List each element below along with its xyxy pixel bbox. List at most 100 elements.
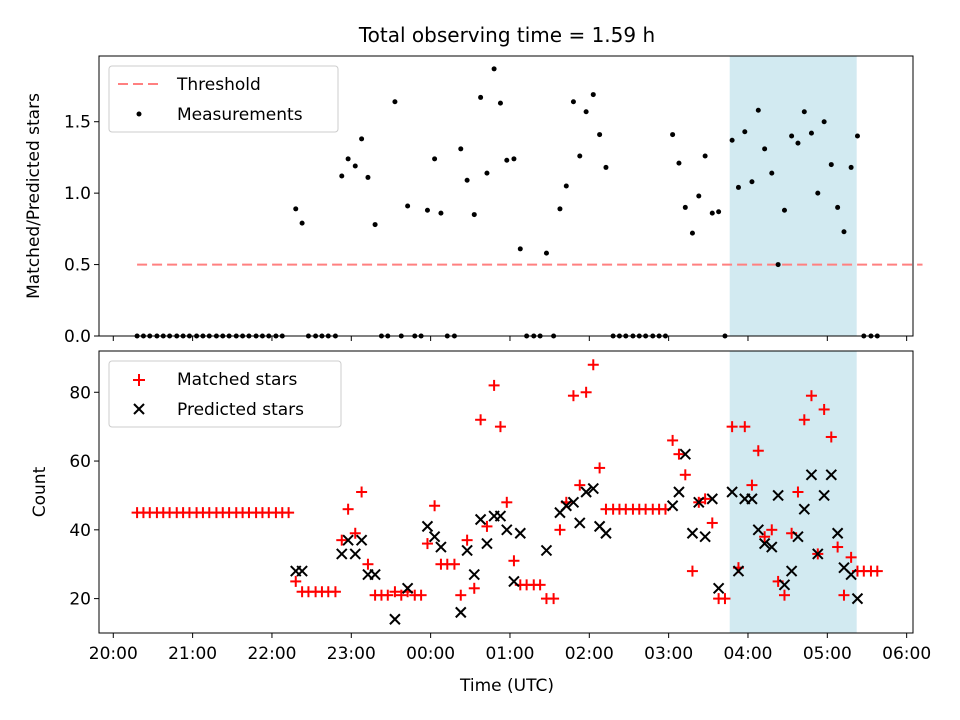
measurement-point <box>511 156 517 162</box>
measurement-point <box>517 246 523 252</box>
matched-star-point <box>448 558 460 570</box>
measurement-point <box>755 107 761 113</box>
bottom-legend-box <box>108 360 342 428</box>
measurement-point <box>821 119 827 125</box>
y-tick-label: 0.5 <box>64 256 91 276</box>
measurement-point <box>372 222 378 228</box>
measurement-point <box>299 220 305 226</box>
top-legend: Threshold Measurements <box>108 65 339 133</box>
predicted-star-point <box>752 524 764 536</box>
matched-star-point <box>283 507 295 519</box>
x-tick-label: 20:00 <box>89 644 138 664</box>
top-y-ticks: 0.0 0.5 1.0 1.5 <box>64 113 99 347</box>
predicted-star-point <box>580 486 592 498</box>
matched-star-point <box>667 434 679 446</box>
matched-star-point <box>759 531 771 543</box>
measurement-point <box>543 250 549 256</box>
matched-star-point <box>349 527 361 539</box>
matched-star-point <box>752 445 764 457</box>
predicted-star-point <box>481 537 493 550</box>
x-tick-label: 01:00 <box>485 644 534 664</box>
top-legend-box <box>108 65 339 133</box>
bottom-panel: 20 40 60 80 20:00 21:00 22:00 23:00 00:00 01:00 0… <box>30 350 931 696</box>
matched-star-point <box>792 486 804 498</box>
predicted-star-point <box>428 531 441 543</box>
predicted-star-point <box>494 510 507 522</box>
measurement-point <box>815 190 821 196</box>
matched-star-point <box>329 586 341 598</box>
predicted-star-point <box>706 493 718 505</box>
predicted-star-point <box>574 517 586 529</box>
measurement-point <box>696 193 702 199</box>
matched-star-point <box>871 565 883 577</box>
matched-star-point <box>580 386 592 398</box>
y-tick-label: 1.0 <box>64 184 91 204</box>
matched-star-point <box>356 486 368 498</box>
measurement-point <box>484 170 490 176</box>
predicted-star-point <box>845 568 857 581</box>
y-tick-label: 20 <box>69 590 91 610</box>
matched-star-point <box>778 589 790 601</box>
measurement-point <box>497 100 503 106</box>
measurement-point <box>769 170 775 176</box>
predicted-star-point <box>600 527 612 539</box>
measurement-point <box>735 184 741 190</box>
matched-star-point <box>475 414 487 426</box>
legend-matched-swatch <box>133 374 145 386</box>
x-tick-label: 04:00 <box>723 644 772 664</box>
predicted-star-point <box>514 527 526 539</box>
predicted-star-point <box>508 575 520 588</box>
measurement-point <box>570 99 576 105</box>
matched-star-point <box>838 589 850 601</box>
measurement-point <box>835 204 841 210</box>
measurement-point <box>854 133 860 139</box>
measurement-point <box>464 177 470 183</box>
matched-star-point <box>719 593 731 605</box>
measurement-point <box>458 146 464 152</box>
y-tick-label: 1.5 <box>64 113 91 133</box>
measurement-point <box>504 157 510 163</box>
predicted-star-point <box>758 537 771 550</box>
matched-star-point <box>389 586 401 598</box>
matched-star-point <box>501 496 513 508</box>
predicted-star-point <box>421 520 434 533</box>
measurement-point <box>345 156 351 162</box>
x-tick-label: 02:00 <box>565 644 614 664</box>
measurement-point <box>848 164 854 170</box>
y-tick-label: 0.0 <box>64 327 91 347</box>
predicted-star-point <box>560 500 573 512</box>
legend-predicted-swatch <box>133 403 145 415</box>
matched-star-point <box>567 390 579 402</box>
predicted-star-point <box>468 568 480 581</box>
measurement-point <box>702 153 708 159</box>
measurement-point <box>557 206 563 212</box>
predicted-star-point <box>772 489 784 502</box>
matched-star-point <box>686 565 698 577</box>
matched-star-point <box>766 524 778 536</box>
y-tick-label: 40 <box>69 521 91 541</box>
predicted-star-point <box>342 534 354 546</box>
matched-star-point <box>468 582 480 594</box>
matched-star-point <box>554 524 566 536</box>
predicted-star-point <box>673 486 685 498</box>
predicted-star-point <box>805 469 818 481</box>
measurement-point <box>808 130 814 136</box>
predicted-star-point <box>349 548 361 560</box>
predicted-star-point <box>455 606 467 619</box>
measurement-point <box>432 156 438 162</box>
matched-star-point <box>534 579 546 591</box>
legend-measurements-swatch <box>136 111 142 117</box>
matched-star-point <box>845 551 857 563</box>
matched-star-point <box>342 503 354 515</box>
predicted-star-point <box>501 524 513 536</box>
measurement-point <box>597 132 603 138</box>
matched-star-point <box>290 575 302 587</box>
measurement-point <box>583 109 589 115</box>
measurement-point <box>352 163 358 169</box>
measurement-point <box>563 183 569 189</box>
predicted-star-point <box>587 482 599 495</box>
predicted-star-point <box>389 613 401 625</box>
bottom-y-ticks: 20 40 60 80 <box>69 383 99 610</box>
legend-measurements-label: Measurements <box>177 105 303 125</box>
matched-star-point <box>726 421 738 433</box>
